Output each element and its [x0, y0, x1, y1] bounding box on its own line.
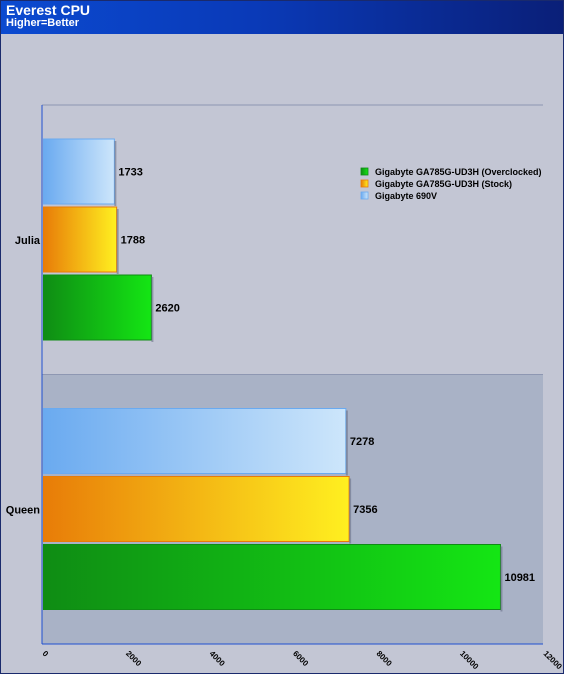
x-tick-label: 12000	[542, 649, 563, 671]
legend-swatch	[360, 179, 369, 188]
x-tick-label: 8000	[375, 649, 394, 668]
bar	[43, 206, 118, 273]
bar	[43, 138, 115, 205]
bar-shadow	[151, 277, 154, 342]
legend-label: Gigabyte GA785G-UD3H (Stock)	[375, 179, 512, 189]
x-tick-label: 6000	[291, 649, 310, 668]
bar	[43, 476, 350, 542]
category-label: Julia	[15, 235, 41, 247]
legend-swatch	[360, 167, 369, 176]
data-label: 1788	[121, 235, 145, 247]
x-tick-label: 2000	[124, 649, 143, 668]
legend-label: Gigabyte GA785G-UD3H (Overclocked)	[375, 167, 542, 177]
legend-label: Gigabyte 690V	[375, 191, 437, 201]
bar-shadow	[349, 478, 352, 544]
bar-shadow	[116, 209, 119, 274]
chart-header: Everest CPU Higher=Better	[1, 1, 563, 34]
bar	[43, 274, 152, 341]
x-tick-label: 0	[41, 649, 51, 659]
bar-shadow	[500, 546, 503, 612]
data-label: 2620	[155, 303, 179, 315]
data-label: 1733	[118, 167, 142, 179]
chart-subtitle: Higher=Better	[6, 17, 80, 29]
legend-swatch	[360, 191, 369, 200]
data-label: 7278	[350, 436, 374, 448]
x-tick-label: 4000	[208, 649, 227, 668]
x-tick-label: 10000	[458, 649, 480, 671]
bar	[43, 544, 501, 610]
bar-shadow	[345, 410, 348, 476]
data-label: 7356	[353, 504, 377, 516]
bar	[43, 408, 347, 474]
bar-shadow	[114, 141, 117, 206]
category-label: Queen	[6, 504, 41, 516]
chart-title: Everest CPU	[6, 2, 91, 18]
data-label: 10981	[504, 572, 535, 584]
